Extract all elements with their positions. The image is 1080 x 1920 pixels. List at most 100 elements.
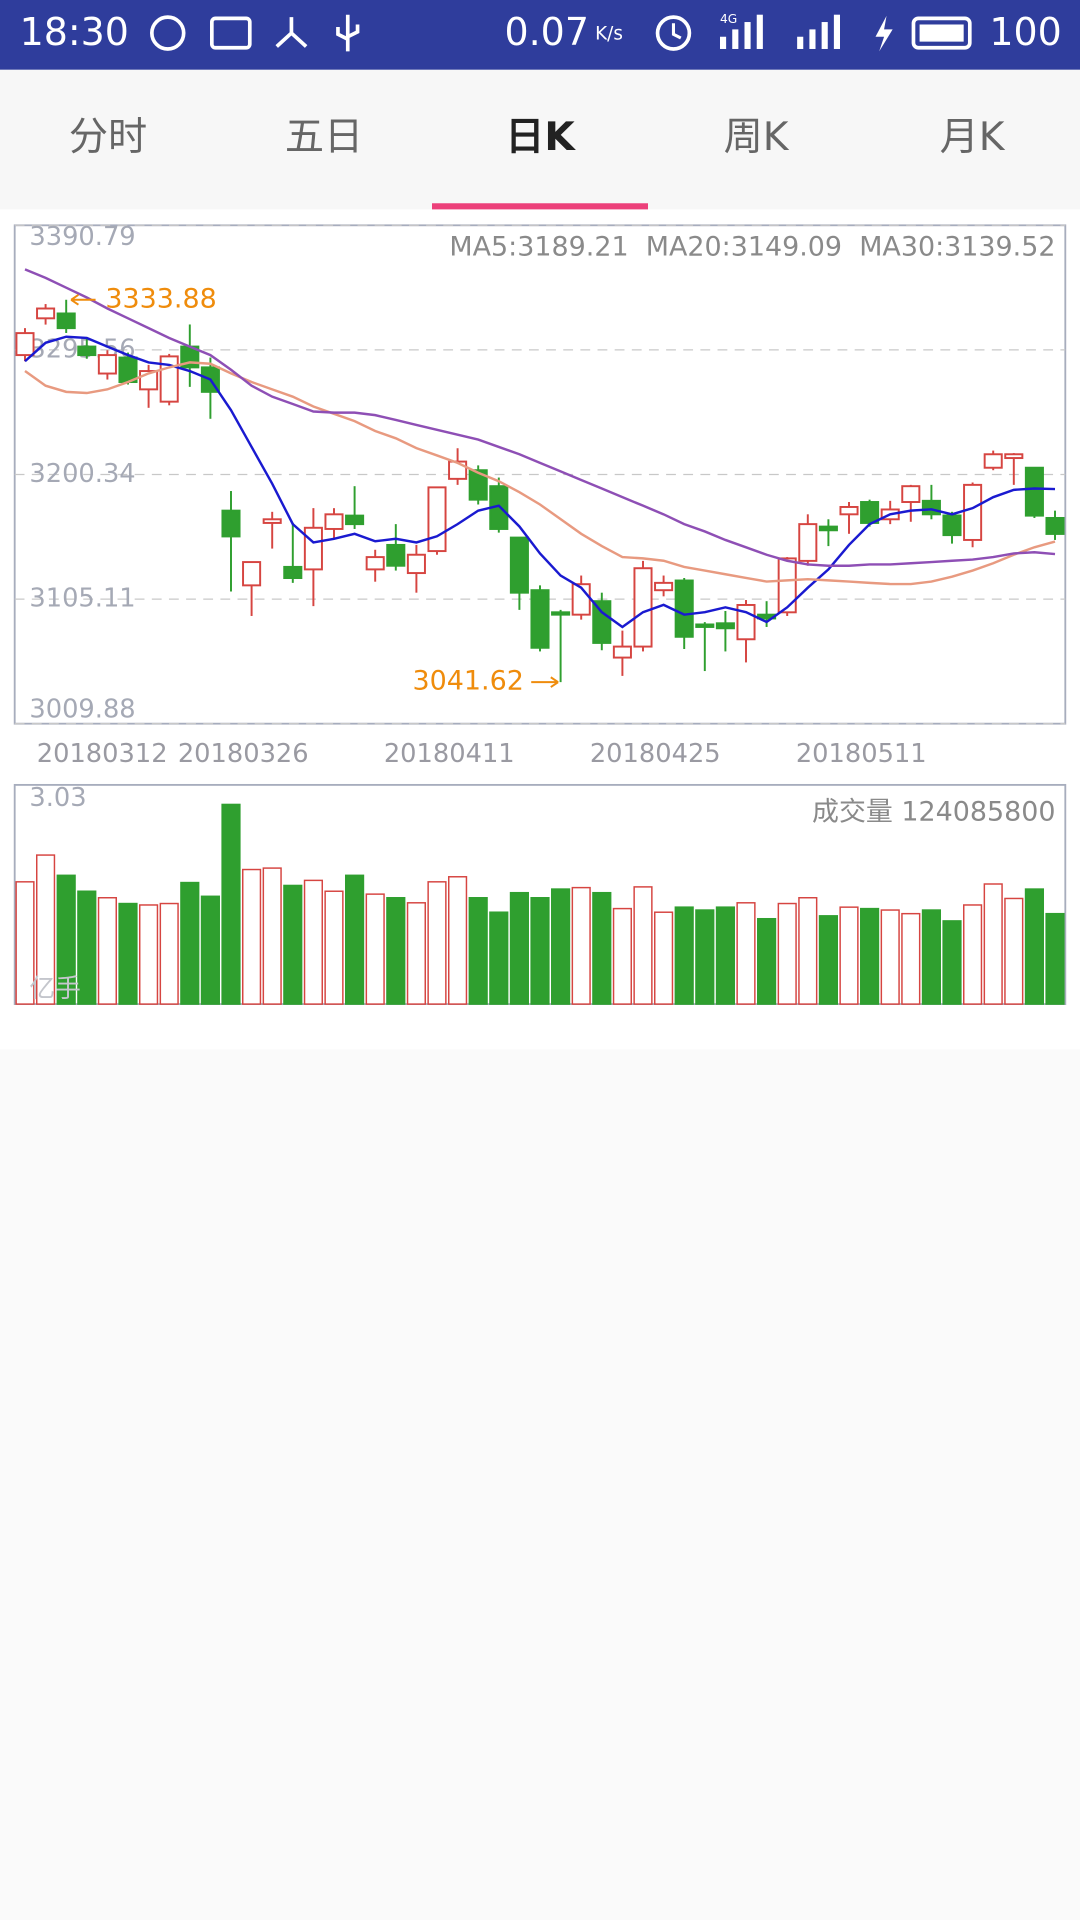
y-tick-label: 3200.34 — [29, 459, 135, 489]
volume-bar — [159, 902, 179, 1005]
battery-percent: 100 — [989, 10, 1061, 54]
ma-line — [24, 335, 1056, 629]
candle-body — [633, 567, 653, 648]
candle-body — [818, 525, 838, 532]
candle-body — [406, 553, 426, 575]
volume-bar — [345, 874, 365, 1005]
volume-bar — [612, 907, 632, 1005]
signal-bar — [821, 22, 828, 49]
candle-body — [612, 645, 632, 659]
max-arrow — [70, 294, 96, 306]
signal-bar — [732, 29, 739, 49]
candle-body — [97, 354, 117, 375]
volume-bar — [489, 911, 509, 1005]
signal-bar — [720, 36, 727, 49]
volume-bar — [77, 890, 97, 1005]
candle-body — [654, 581, 674, 592]
volume-bar — [262, 867, 282, 1005]
candle-body — [345, 514, 365, 526]
candle-body — [983, 453, 1003, 469]
volume-bar — [654, 911, 674, 1005]
candle-body — [1045, 516, 1065, 535]
candle-body — [262, 518, 282, 524]
share-icon — [275, 17, 308, 48]
tab[interactable]: 月K — [940, 115, 1006, 160]
volume-bar — [530, 897, 550, 1005]
volume-bar — [118, 902, 138, 1005]
volume-bar — [818, 915, 838, 1005]
volume-bar — [386, 897, 406, 1005]
volume-bar — [777, 902, 797, 1005]
x-tick-label: 20180425 — [590, 739, 721, 769]
y-tick-label: 3105.11 — [29, 584, 135, 614]
volume-bar — [139, 904, 159, 1005]
tab[interactable]: 分时 — [69, 115, 147, 160]
app-icon — [150, 15, 186, 51]
volume-bar — [509, 891, 529, 1005]
candle-body — [365, 556, 385, 571]
volume-bar — [1045, 912, 1065, 1005]
volume-bar — [97, 897, 117, 1005]
volume-bar — [571, 886, 591, 1005]
signal-bar — [756, 14, 763, 49]
candle-body — [56, 312, 76, 330]
volume-bar — [180, 881, 200, 1005]
tab[interactable]: 五日 — [285, 115, 363, 160]
volume-unit: 亿手 — [29, 974, 80, 1004]
volume-bar — [406, 902, 426, 1005]
volume-bar — [1004, 897, 1024, 1005]
candle-body — [1004, 453, 1024, 460]
candle-body — [592, 600, 612, 644]
volume-title: 成交量 124085800 — [812, 797, 1055, 828]
volume-bar — [365, 893, 385, 1005]
candle-body — [242, 561, 262, 587]
candle-body — [303, 526, 323, 571]
ma-legend: MA5:3189.21 MA20:3149.09 MA30:3139.52 — [449, 231, 1055, 262]
usb-icon — [336, 14, 360, 52]
volume-bar — [839, 906, 859, 1005]
volume-bar — [757, 917, 777, 1005]
signal-bar — [797, 36, 804, 49]
signal-bar — [809, 29, 816, 49]
battery-icon — [911, 16, 972, 50]
tab[interactable]: 周K — [724, 115, 790, 160]
volume-bar — [56, 874, 76, 1005]
max-label: 3333.88 — [105, 283, 216, 314]
candle-body — [921, 499, 941, 516]
volume-bar — [200, 895, 220, 1005]
volume-bar — [715, 906, 735, 1005]
candle-body — [715, 622, 735, 630]
ma-legend-entry: MA5:3189.21 — [449, 231, 628, 262]
tab[interactable]: 日K — [505, 115, 576, 160]
candle-body — [530, 589, 550, 649]
min-label: 3041.62 — [413, 666, 524, 697]
volume-bar — [221, 803, 241, 1005]
candle-body — [674, 579, 694, 638]
volume-bar — [633, 886, 653, 1005]
volume-bar — [448, 876, 468, 1005]
volume-bar — [963, 904, 983, 1005]
candle-body — [860, 501, 880, 524]
volume-bar — [736, 902, 756, 1005]
candle-body — [283, 565, 303, 580]
x-tick-label: 20180511 — [796, 739, 927, 769]
volume-bar — [798, 897, 818, 1005]
volume-bar — [860, 907, 880, 1005]
status-bar — [0, 0, 1080, 70]
candle-body — [468, 469, 488, 501]
ma-line — [24, 268, 1056, 567]
candle-body — [901, 485, 921, 503]
candle-body — [551, 611, 571, 616]
candle-body — [695, 623, 715, 628]
alarm-icon — [655, 15, 692, 51]
volume-bar — [674, 906, 694, 1005]
net-speed-unit: K/s — [595, 23, 623, 44]
volume-bar — [1024, 888, 1044, 1005]
candle-body — [324, 513, 344, 530]
x-tick-label: 20180411 — [384, 739, 515, 769]
volume-bar — [551, 888, 571, 1005]
volume-bar — [592, 891, 612, 1005]
notification-icons — [150, 14, 360, 52]
